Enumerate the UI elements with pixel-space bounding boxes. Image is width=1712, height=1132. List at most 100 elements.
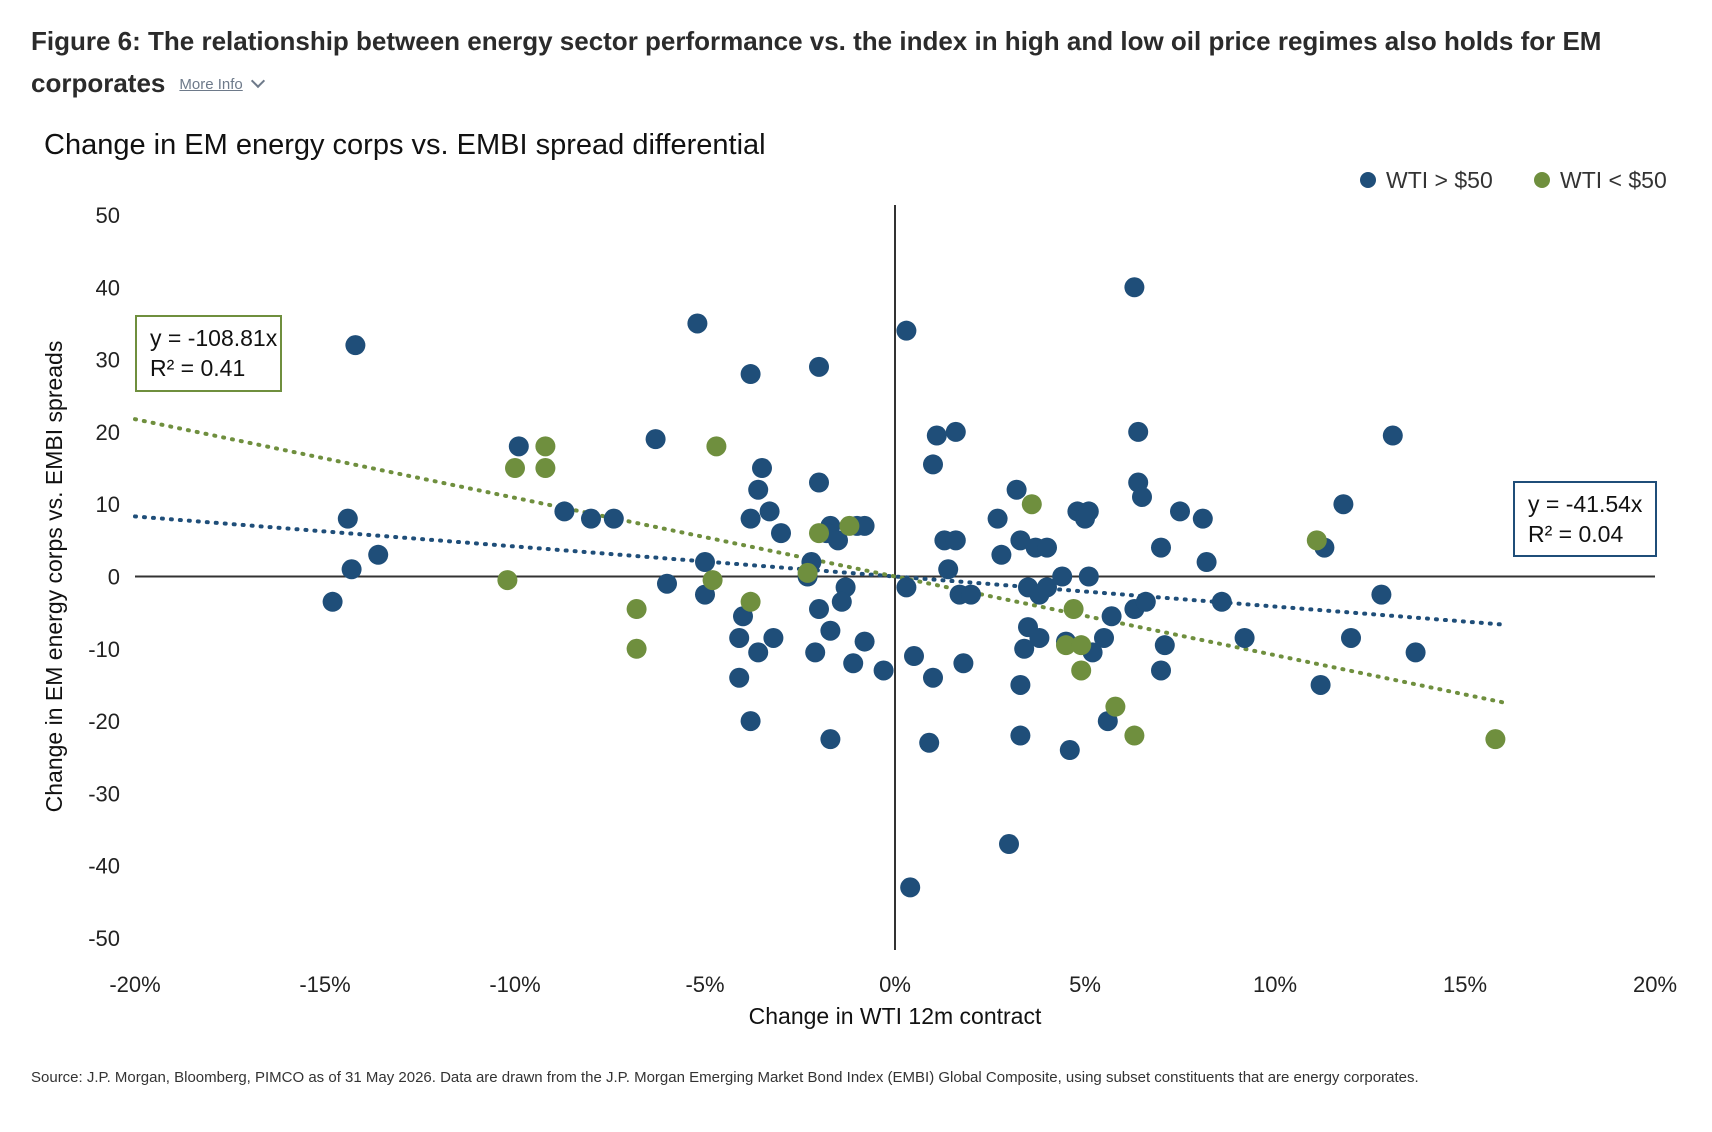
- x-tick-label: 0%: [879, 972, 911, 997]
- data-point-high: [843, 653, 864, 674]
- data-point-high: [740, 364, 761, 385]
- data-point-high: [345, 335, 366, 356]
- data-point-high: [554, 501, 575, 522]
- y-tick-label: 30: [96, 348, 120, 373]
- data-point-high: [854, 631, 875, 652]
- y-tick-label: 50: [96, 203, 120, 228]
- data-point-high: [1124, 277, 1145, 298]
- data-point-high: [1037, 537, 1057, 558]
- legend-marker-low: [1534, 172, 1550, 188]
- data-point-high: [763, 627, 784, 648]
- data-point-high: [1310, 674, 1331, 695]
- data-point-high: [1196, 552, 1217, 573]
- trendline-high: [133, 514, 1505, 627]
- x-axis-title: Change in WTI 12m contract: [749, 1003, 1042, 1029]
- r-squared-low: R² = 0.41: [150, 355, 245, 381]
- legend: WTI > $50 WTI < $50: [1360, 167, 1667, 193]
- y-tick-label: 40: [96, 275, 120, 300]
- data-point-low: [1021, 494, 1042, 515]
- data-point-high: [1010, 674, 1031, 695]
- data-point-high: [1075, 508, 1095, 529]
- data-point-high: [953, 653, 974, 674]
- data-point-high: [828, 530, 848, 551]
- data-point-low: [706, 436, 727, 457]
- data-point-high: [695, 552, 715, 573]
- data-point-low: [1124, 725, 1145, 746]
- data-point-high: [1154, 635, 1175, 656]
- data-point-high: [341, 559, 362, 580]
- data-point-low: [809, 523, 829, 544]
- data-point-low: [1071, 635, 1092, 656]
- data-point-high: [740, 508, 761, 529]
- data-point-low: [535, 436, 556, 457]
- data-point-high: [1094, 627, 1114, 648]
- data-point-high: [771, 523, 791, 544]
- y-tick-label: 20: [96, 420, 120, 445]
- data-point-high: [1014, 638, 1035, 659]
- data-point-high: [1151, 537, 1171, 558]
- data-point-high: [581, 508, 601, 529]
- tick-labels: -20% -15% -10% -5% 0% 5% 10% 15% 20% 50 40 30 20 10 0 -…: [88, 203, 1677, 997]
- y-tick-label: -10: [88, 637, 120, 662]
- data-point-high: [1211, 591, 1232, 612]
- data-point-low: [1306, 530, 1327, 551]
- data-point-high: [1371, 584, 1392, 605]
- data-point-high: [1382, 425, 1403, 446]
- x-tick-label: -5%: [685, 972, 724, 997]
- data-point-high: [854, 515, 875, 536]
- data-point-high: [896, 320, 917, 341]
- y-tick-label: 10: [96, 492, 120, 517]
- r-squared-high: R² = 0.04: [1528, 521, 1623, 547]
- data-point-low: [797, 562, 818, 583]
- data-point-high: [1059, 740, 1080, 761]
- data-point-high: [759, 501, 780, 522]
- data-point-high: [987, 508, 1008, 529]
- data-point-high: [687, 313, 708, 334]
- legend-label-high: WTI > $50: [1386, 167, 1493, 193]
- data-point-low: [626, 599, 647, 620]
- figure-title: Figure 6: The relationship between energ…: [31, 26, 1602, 98]
- data-point-high: [368, 544, 389, 565]
- data-point-high: [1029, 627, 1050, 648]
- data-point-high: [904, 646, 924, 667]
- data-point-low: [497, 570, 518, 591]
- equation-box-high: [1513, 481, 1657, 557]
- equation-low: y = -108.81x: [150, 325, 278, 351]
- data-point-high: [809, 356, 829, 377]
- more-info-link[interactable]: More Info: [179, 76, 243, 93]
- data-point-high: [1192, 508, 1213, 529]
- data-point-high: [831, 591, 852, 612]
- y-axis-title: Change in EM energy corps vs. EMBI sprea…: [41, 341, 67, 813]
- data-point-high: [900, 877, 921, 898]
- data-point-high: [820, 729, 841, 750]
- data-point-high: [1333, 494, 1354, 515]
- data-point-high: [748, 479, 769, 500]
- data-point-high: [1234, 627, 1255, 648]
- x-tick-label: 15%: [1443, 972, 1487, 997]
- data-point-low: [1056, 635, 1076, 656]
- data-point-high: [991, 544, 1012, 565]
- data-point-high: [999, 834, 1019, 855]
- data-point-high: [923, 667, 943, 688]
- data-point-high: [748, 642, 769, 663]
- data-point-high: [1006, 479, 1027, 500]
- data-point-low: [702, 570, 723, 591]
- data-point-high: [945, 421, 966, 442]
- equation-box-low: [135, 315, 282, 392]
- data-point-low: [839, 515, 860, 536]
- data-point-high: [603, 508, 624, 529]
- scatter-chart: Change in EM energy corps vs. EMBI sprea…: [41, 129, 1677, 1029]
- data-point-high: [938, 559, 959, 580]
- data-point-high: [322, 591, 343, 612]
- x-tick-label: -10%: [489, 972, 540, 997]
- data-point-low: [740, 591, 761, 612]
- data-point-high: [508, 436, 529, 457]
- data-point-high: [1101, 606, 1122, 627]
- source-note: Source: J.P. Morgan, Bloomberg, PIMCO as…: [31, 1069, 1419, 1086]
- chevron-down-icon[interactable]: [250, 73, 265, 89]
- data-point-high: [1170, 501, 1190, 522]
- data-point-low: [505, 458, 525, 479]
- data-point-high: [945, 530, 966, 551]
- y-tick-label: -50: [88, 926, 120, 951]
- y-tick-label: -40: [88, 854, 120, 879]
